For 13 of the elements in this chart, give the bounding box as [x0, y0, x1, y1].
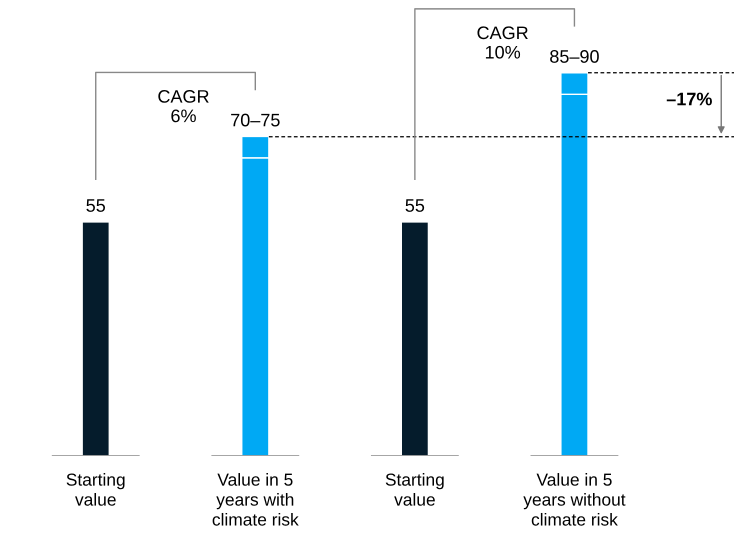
- text: CAGR 10%: [477, 26, 528, 59]
- x-tick-label: Starting value: [66, 473, 125, 506]
- text: 85–90: [550, 50, 599, 63]
- text: –17%: [666, 92, 712, 106]
- x-tick-label: Value in 5 years with climate risk: [212, 473, 299, 526]
- annotation: CAGR 6%: [158, 90, 209, 122]
- bar: [400, 221, 430, 456]
- bar: [81, 221, 110, 456]
- text: 70–75: [231, 114, 280, 126]
- text: 55: [406, 199, 424, 212]
- text: 55: [86, 199, 106, 212]
- x-tick-label: Value in 5 years without climate risk: [523, 473, 626, 526]
- x-tick-label: Starting value: [386, 473, 444, 506]
